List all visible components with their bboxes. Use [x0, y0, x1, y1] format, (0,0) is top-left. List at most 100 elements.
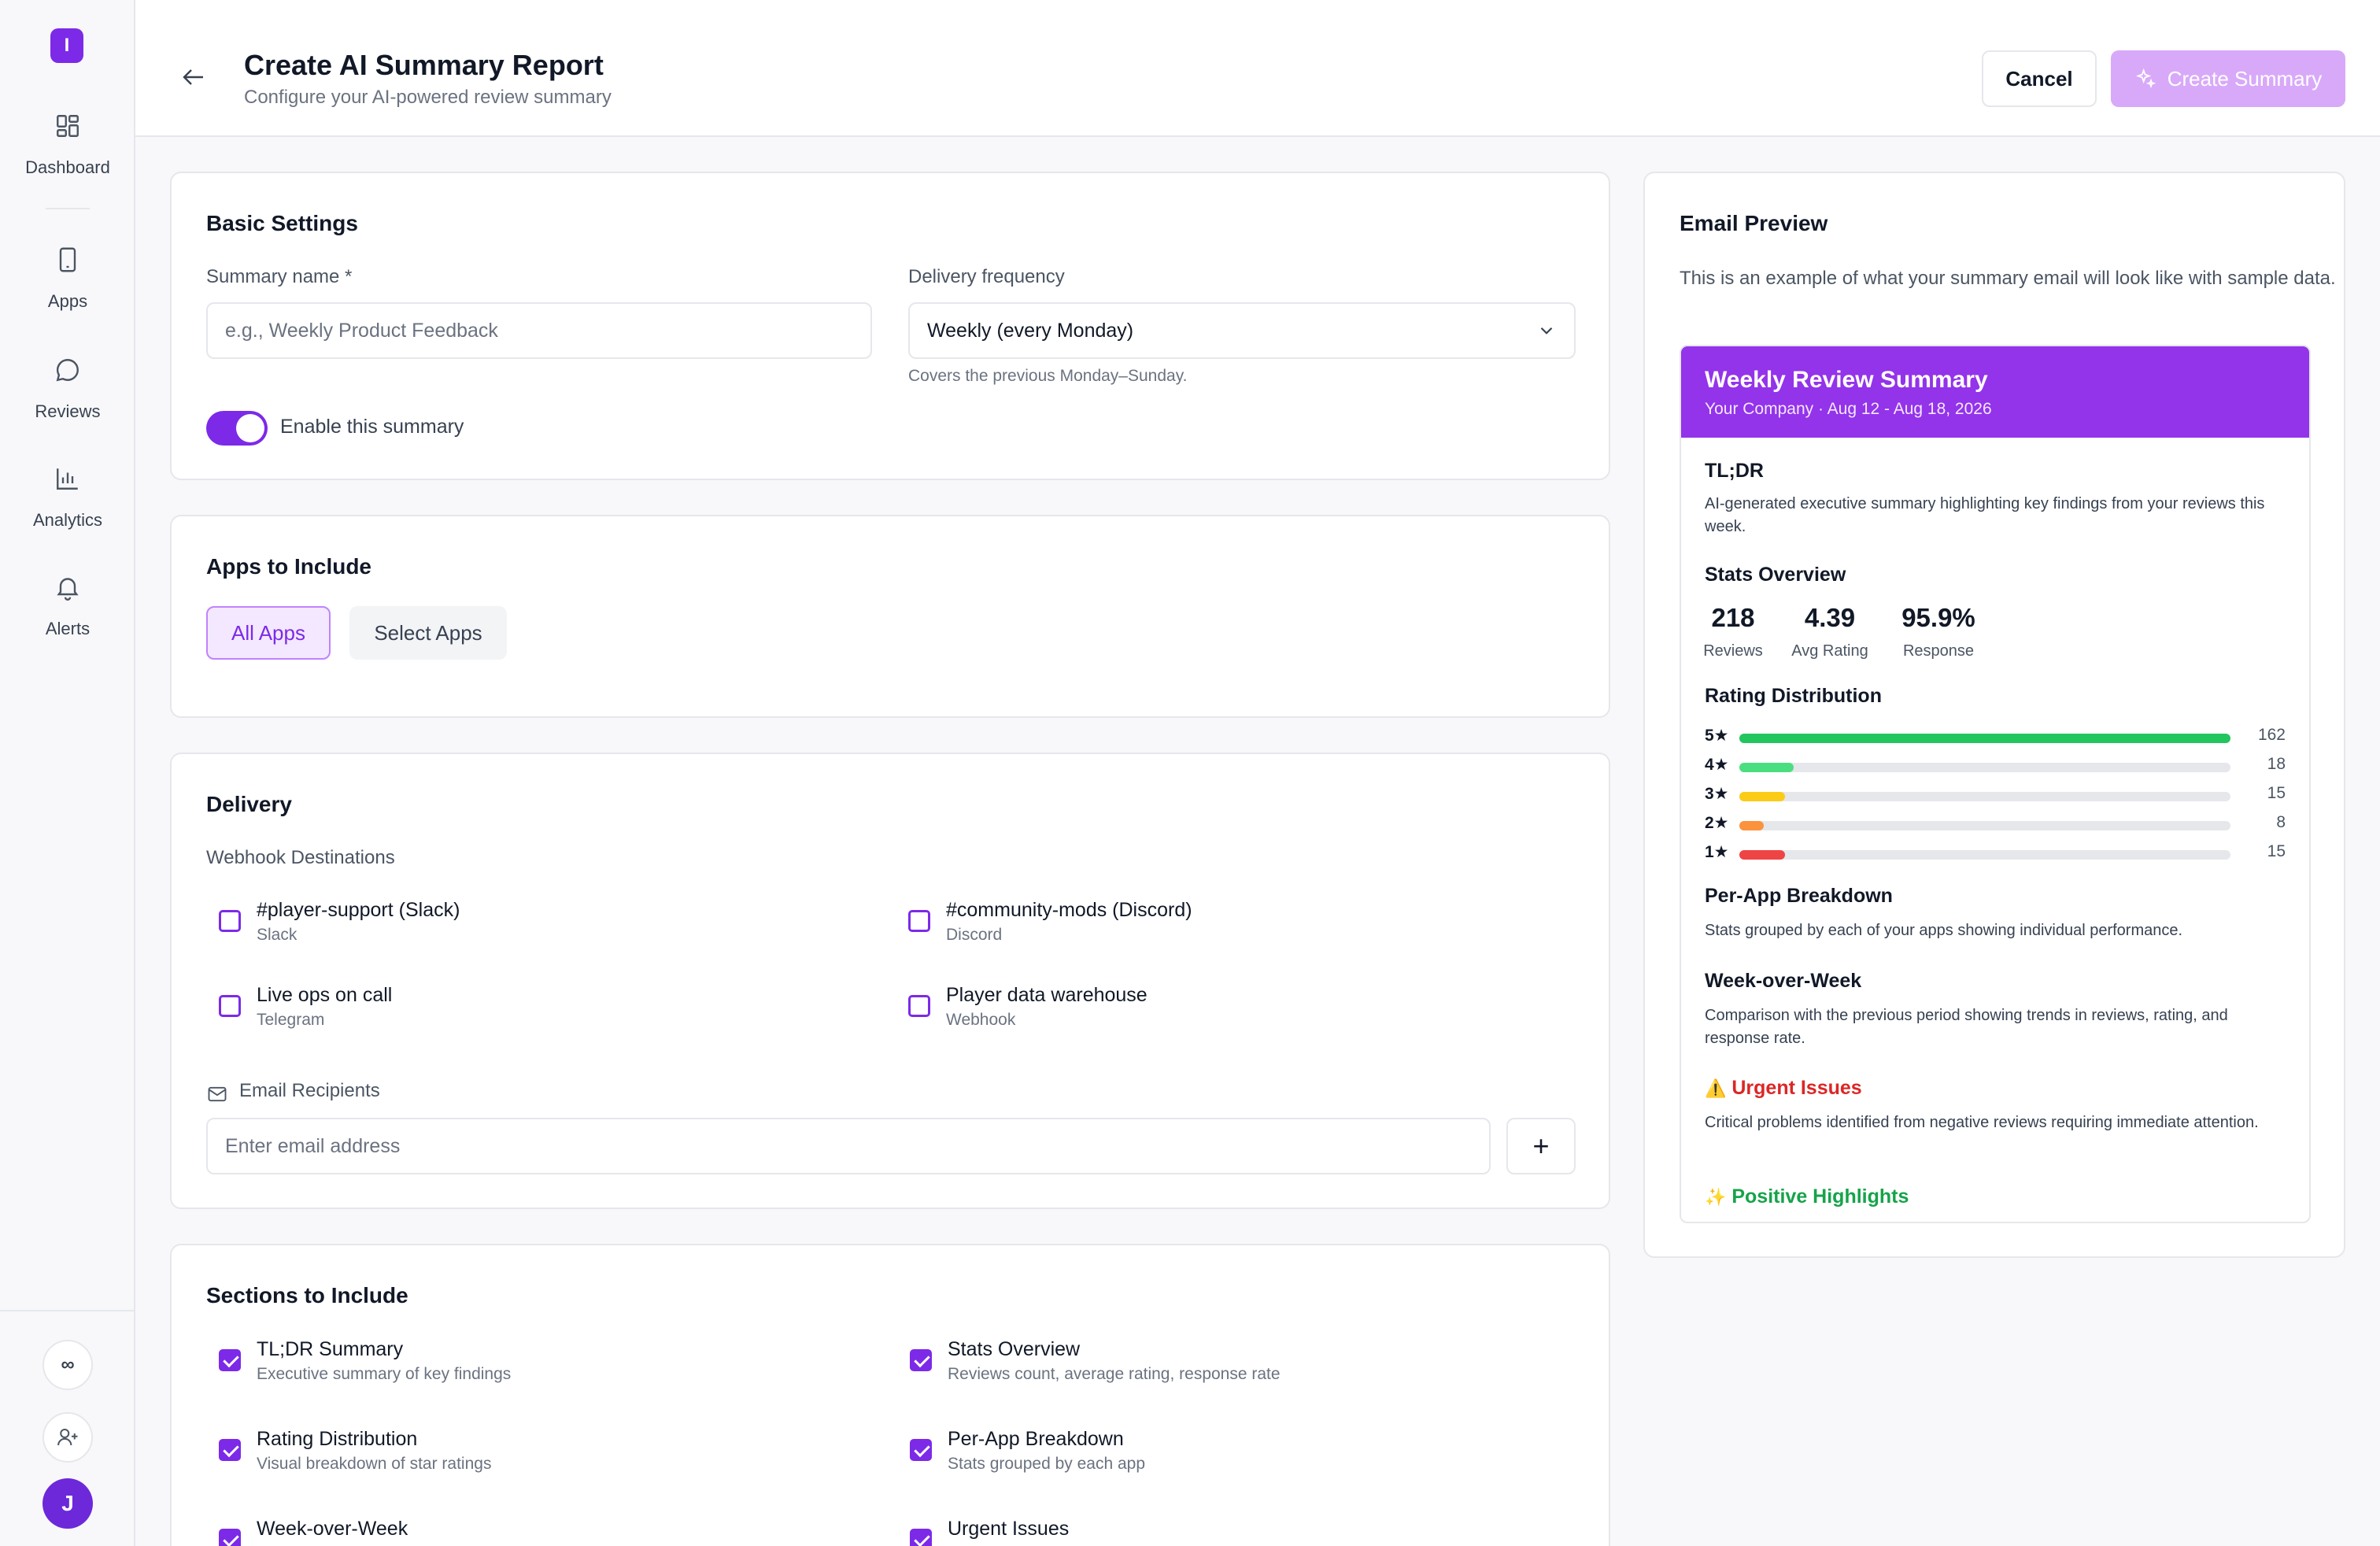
webhook-name: Player data warehouse	[946, 984, 1148, 1006]
webhook-name: Live ops on call	[257, 984, 393, 1006]
sidebar-item-alerts[interactable]: Alerts	[0, 573, 135, 639]
email-recipients-label: Email Recipients	[239, 1080, 380, 1101]
webhook-type: Slack	[257, 926, 298, 944]
section-checkbox-urgent[interactable]	[910, 1529, 932, 1546]
webhook-checkbox-live-ops[interactable]	[219, 995, 241, 1017]
arrow-left-icon	[183, 69, 203, 85]
sidebar-item-reviews[interactable]: Reviews	[0, 356, 135, 422]
email-preview-title: Email Preview	[1680, 211, 1828, 235]
section-name: Week-over-Week	[257, 1518, 408, 1540]
positive-heading: ✨ Positive Highlights	[1705, 1185, 1909, 1208]
email-input[interactable]	[206, 1118, 1491, 1174]
rating-bar-fill	[1739, 850, 1785, 860]
week-over-week-text: Comparison with the previous period show…	[1705, 1007, 2228, 1047]
section-name: Rating Distribution	[257, 1428, 418, 1450]
section-checkbox-rating-distribution[interactable]	[219, 1439, 241, 1461]
invite-user-button[interactable]	[42, 1412, 93, 1463]
delivery-title: Delivery	[206, 792, 292, 816]
tldr-text: AI-generated executive summary highlight…	[1705, 495, 2265, 535]
webhook-checkbox-data-warehouse[interactable]	[908, 995, 930, 1017]
webhook-destinations-label: Webhook Destinations	[206, 847, 395, 868]
sidebar-item-label: Alerts	[45, 619, 91, 638]
mail-icon	[208, 1086, 227, 1102]
distribution-heading: Rating Distribution	[1705, 685, 1882, 707]
sidebar-item-apps[interactable]: Apps	[0, 246, 135, 312]
warning-icon: ⚠️	[1705, 1078, 1727, 1098]
rating-count: 15	[2267, 784, 2286, 802]
positive-title: Positive Highlights	[1731, 1185, 1909, 1208]
tldr-heading: TL;DR	[1705, 460, 1764, 482]
rating-label: 2★	[1705, 814, 1729, 832]
page-subtitle: Configure your AI-powered review summary	[244, 87, 612, 108]
webhook-name: #player-support (Slack)	[257, 899, 460, 921]
email-subtitle: Your Company · Aug 12 - Aug 18, 2026	[1705, 400, 1992, 418]
sidebar-bottom-divider	[0, 1310, 135, 1311]
delivery-card: Delivery Webhook Destinations #player-su…	[170, 753, 1610, 1209]
email-title: Weekly Review Summary	[1705, 367, 1988, 393]
rating-bar-track	[1739, 821, 2230, 830]
basic-settings-card: Basic Settings Summary name * Delivery f…	[170, 172, 1610, 480]
app-logo[interactable]: I	[50, 28, 83, 63]
rating-count: 15	[2267, 842, 2286, 860]
sidebar-item-analytics[interactable]: Analytics	[0, 464, 135, 531]
stat-value-avg-rating: 4.39	[1804, 603, 1856, 632]
sidebar-item-label: Apps	[47, 291, 88, 311]
enable-summary-toggle[interactable]	[206, 411, 268, 446]
sidebar-item-label: Reviews	[35, 401, 101, 421]
grid-icon	[57, 115, 79, 137]
per-app-heading: Per-App Breakdown	[1705, 885, 1893, 907]
all-apps-button[interactable]: All Apps	[206, 606, 331, 660]
sidebar-item-dashboard[interactable]: Dashboard	[0, 112, 135, 178]
page-header: Create AI Summary Report Configure your …	[135, 0, 2380, 137]
rating-label: 4★	[1705, 756, 1729, 774]
infinity-button[interactable]: ∞	[42, 1340, 93, 1390]
back-button[interactable]	[178, 61, 209, 93]
plus-icon: +	[1532, 1130, 1550, 1162]
rating-bar-track	[1739, 850, 2230, 860]
add-email-button[interactable]: +	[1506, 1118, 1576, 1174]
cancel-button[interactable]: Cancel	[1982, 50, 2097, 107]
summary-name-input[interactable]	[206, 302, 872, 359]
user-avatar[interactable]: J	[42, 1478, 93, 1529]
section-name: Stats Overview	[948, 1338, 1081, 1360]
webhook-checkbox-player-support[interactable]	[219, 910, 241, 932]
email-sample: Weekly Review Summary Your Company · Aug…	[1680, 345, 2311, 1223]
stat-value-reviews: 218	[1711, 603, 1755, 632]
stat-label-response: Response	[1902, 642, 1975, 660]
webhook-type: Discord	[946, 926, 1003, 944]
user-plus-icon	[57, 1429, 78, 1446]
section-checkbox-tldr[interactable]	[219, 1349, 241, 1371]
section-checkbox-stats[interactable]	[910, 1349, 932, 1371]
email-preview-card: Email Preview This is an example of what…	[1643, 172, 2345, 1258]
rating-bar-fill	[1739, 734, 2230, 743]
webhook-checkbox-community-mods[interactable]	[908, 910, 930, 932]
section-name: Per-App Breakdown	[948, 1428, 1124, 1450]
section-checkbox-week-over-week[interactable]	[219, 1529, 241, 1546]
rating-bar-track	[1739, 763, 2230, 772]
infinity-icon: ∞	[61, 1354, 75, 1375]
stats-heading: Stats Overview	[1705, 564, 1846, 586]
rating-bar-track	[1739, 792, 2230, 801]
section-name: TL;DR Summary	[257, 1338, 404, 1360]
create-summary-button[interactable]: Create Summary	[2111, 50, 2345, 107]
phone-icon	[59, 247, 76, 272]
rating-bar-fill	[1739, 763, 1794, 772]
section-checkbox-per-app[interactable]	[910, 1439, 932, 1461]
week-over-week-heading: Week-over-Week	[1705, 970, 1862, 992]
apps-card: Apps to Include All Apps Select Apps	[170, 515, 1610, 718]
sidebar-item-label: Analytics	[32, 510, 103, 530]
rating-bar-track	[1739, 734, 2230, 743]
section-desc: Visual breakdown of star ratings	[257, 1455, 492, 1473]
chat-icon	[56, 359, 79, 382]
bell-icon	[57, 578, 79, 601]
email-preview-desc: This is an example of what your summary …	[1680, 268, 2336, 289]
sections-card: Sections to Include TL;DR Summary Execut…	[170, 1244, 1610, 1546]
email-header: Weekly Review Summary Your Company · Aug…	[1681, 346, 2309, 438]
stat-label-reviews: Reviews	[1703, 642, 1763, 660]
webhook-name: #community-mods (Discord)	[946, 899, 1192, 921]
select-apps-button[interactable]: Select Apps	[349, 606, 507, 660]
delivery-frequency-select[interactable]: Weekly (every Monday)	[908, 302, 1576, 359]
delivery-frequency-hint: Covers the previous Monday–Sunday.	[908, 367, 1188, 385]
urgent-title: Urgent Issues	[1731, 1077, 1862, 1099]
basic-settings-title: Basic Settings	[206, 211, 358, 235]
